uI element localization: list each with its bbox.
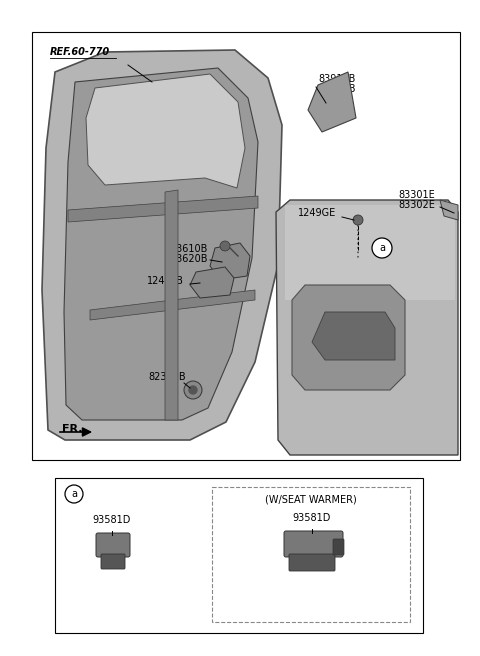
Circle shape [189, 386, 197, 394]
Polygon shape [86, 74, 245, 188]
Polygon shape [210, 243, 250, 280]
Text: (W/SEAT WARMER): (W/SEAT WARMER) [265, 495, 357, 505]
FancyBboxPatch shape [333, 539, 344, 555]
Bar [212, 487, 410, 622]
Text: 93581D: 93581D [293, 513, 331, 523]
Polygon shape [68, 196, 258, 222]
Polygon shape [276, 200, 458, 455]
Polygon shape [90, 290, 255, 320]
Text: a: a [379, 243, 385, 253]
Text: REF.60-770: REF.60-770 [50, 47, 110, 57]
Polygon shape [42, 50, 282, 440]
Text: 83910B: 83910B [318, 74, 355, 84]
FancyBboxPatch shape [96, 533, 130, 557]
Text: 83610B: 83610B [170, 244, 207, 254]
Text: FR.: FR. [62, 424, 83, 434]
Text: 1249LB: 1249LB [147, 276, 184, 286]
Circle shape [353, 215, 363, 225]
Bar [55, 478, 423, 633]
Polygon shape [440, 200, 458, 220]
Circle shape [220, 241, 230, 251]
FancyBboxPatch shape [284, 531, 343, 557]
Polygon shape [64, 68, 258, 420]
Polygon shape [285, 205, 455, 300]
Polygon shape [292, 285, 405, 390]
Text: 83920B: 83920B [318, 84, 356, 94]
Bar [32, 32, 460, 460]
Text: 83301E: 83301E [398, 190, 435, 200]
Text: 83302E: 83302E [398, 200, 435, 210]
Circle shape [184, 381, 202, 399]
Text: 1249GE: 1249GE [298, 208, 336, 218]
FancyBboxPatch shape [289, 554, 335, 571]
Circle shape [372, 238, 392, 258]
Polygon shape [308, 72, 356, 132]
Text: 82315B: 82315B [148, 372, 186, 382]
Text: 93581D: 93581D [93, 515, 131, 525]
FancyBboxPatch shape [101, 554, 125, 569]
Polygon shape [190, 267, 234, 298]
Polygon shape [165, 190, 178, 420]
Circle shape [65, 485, 83, 503]
Text: a: a [71, 489, 77, 499]
Text: 83620B: 83620B [170, 254, 207, 264]
Polygon shape [312, 312, 395, 360]
